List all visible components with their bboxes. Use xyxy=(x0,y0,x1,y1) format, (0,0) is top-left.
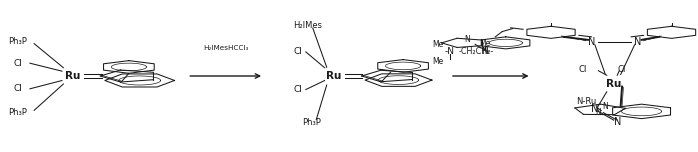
Text: Cl: Cl xyxy=(293,47,302,56)
Text: Ph₃P: Ph₃P xyxy=(302,118,320,127)
Text: Cl: Cl xyxy=(579,66,587,74)
Text: N: N xyxy=(482,47,488,56)
Text: N-Ru: N-Ru xyxy=(576,97,596,106)
Text: Ph₃P: Ph₃P xyxy=(8,108,27,117)
Text: Ph₃P: Ph₃P xyxy=(8,37,27,46)
Text: -CH₂CH₂-: -CH₂CH₂- xyxy=(459,47,494,56)
Text: N: N xyxy=(614,117,621,127)
Text: Ru: Ru xyxy=(606,79,621,88)
Text: N: N xyxy=(465,35,470,44)
Text: Ru: Ru xyxy=(326,71,341,81)
Text: Me: Me xyxy=(432,57,443,66)
Text: N: N xyxy=(595,108,601,117)
Text: Cl: Cl xyxy=(293,85,302,94)
Text: Cl: Cl xyxy=(13,59,22,68)
Text: Me: Me xyxy=(432,40,443,49)
Text: N: N xyxy=(591,104,598,114)
Text: Cl: Cl xyxy=(13,84,22,93)
Text: -N: -N xyxy=(445,47,455,56)
Text: N: N xyxy=(588,37,595,47)
Text: Cl: Cl xyxy=(617,66,625,74)
Text: H₂IMesHCCl₃: H₂IMesHCCl₃ xyxy=(203,45,248,51)
Text: H₂IMes: H₂IMes xyxy=(293,21,322,30)
Text: N: N xyxy=(602,102,608,111)
Text: N: N xyxy=(634,37,641,47)
Text: Me: Me xyxy=(480,39,491,48)
Text: Ru: Ru xyxy=(65,71,80,81)
